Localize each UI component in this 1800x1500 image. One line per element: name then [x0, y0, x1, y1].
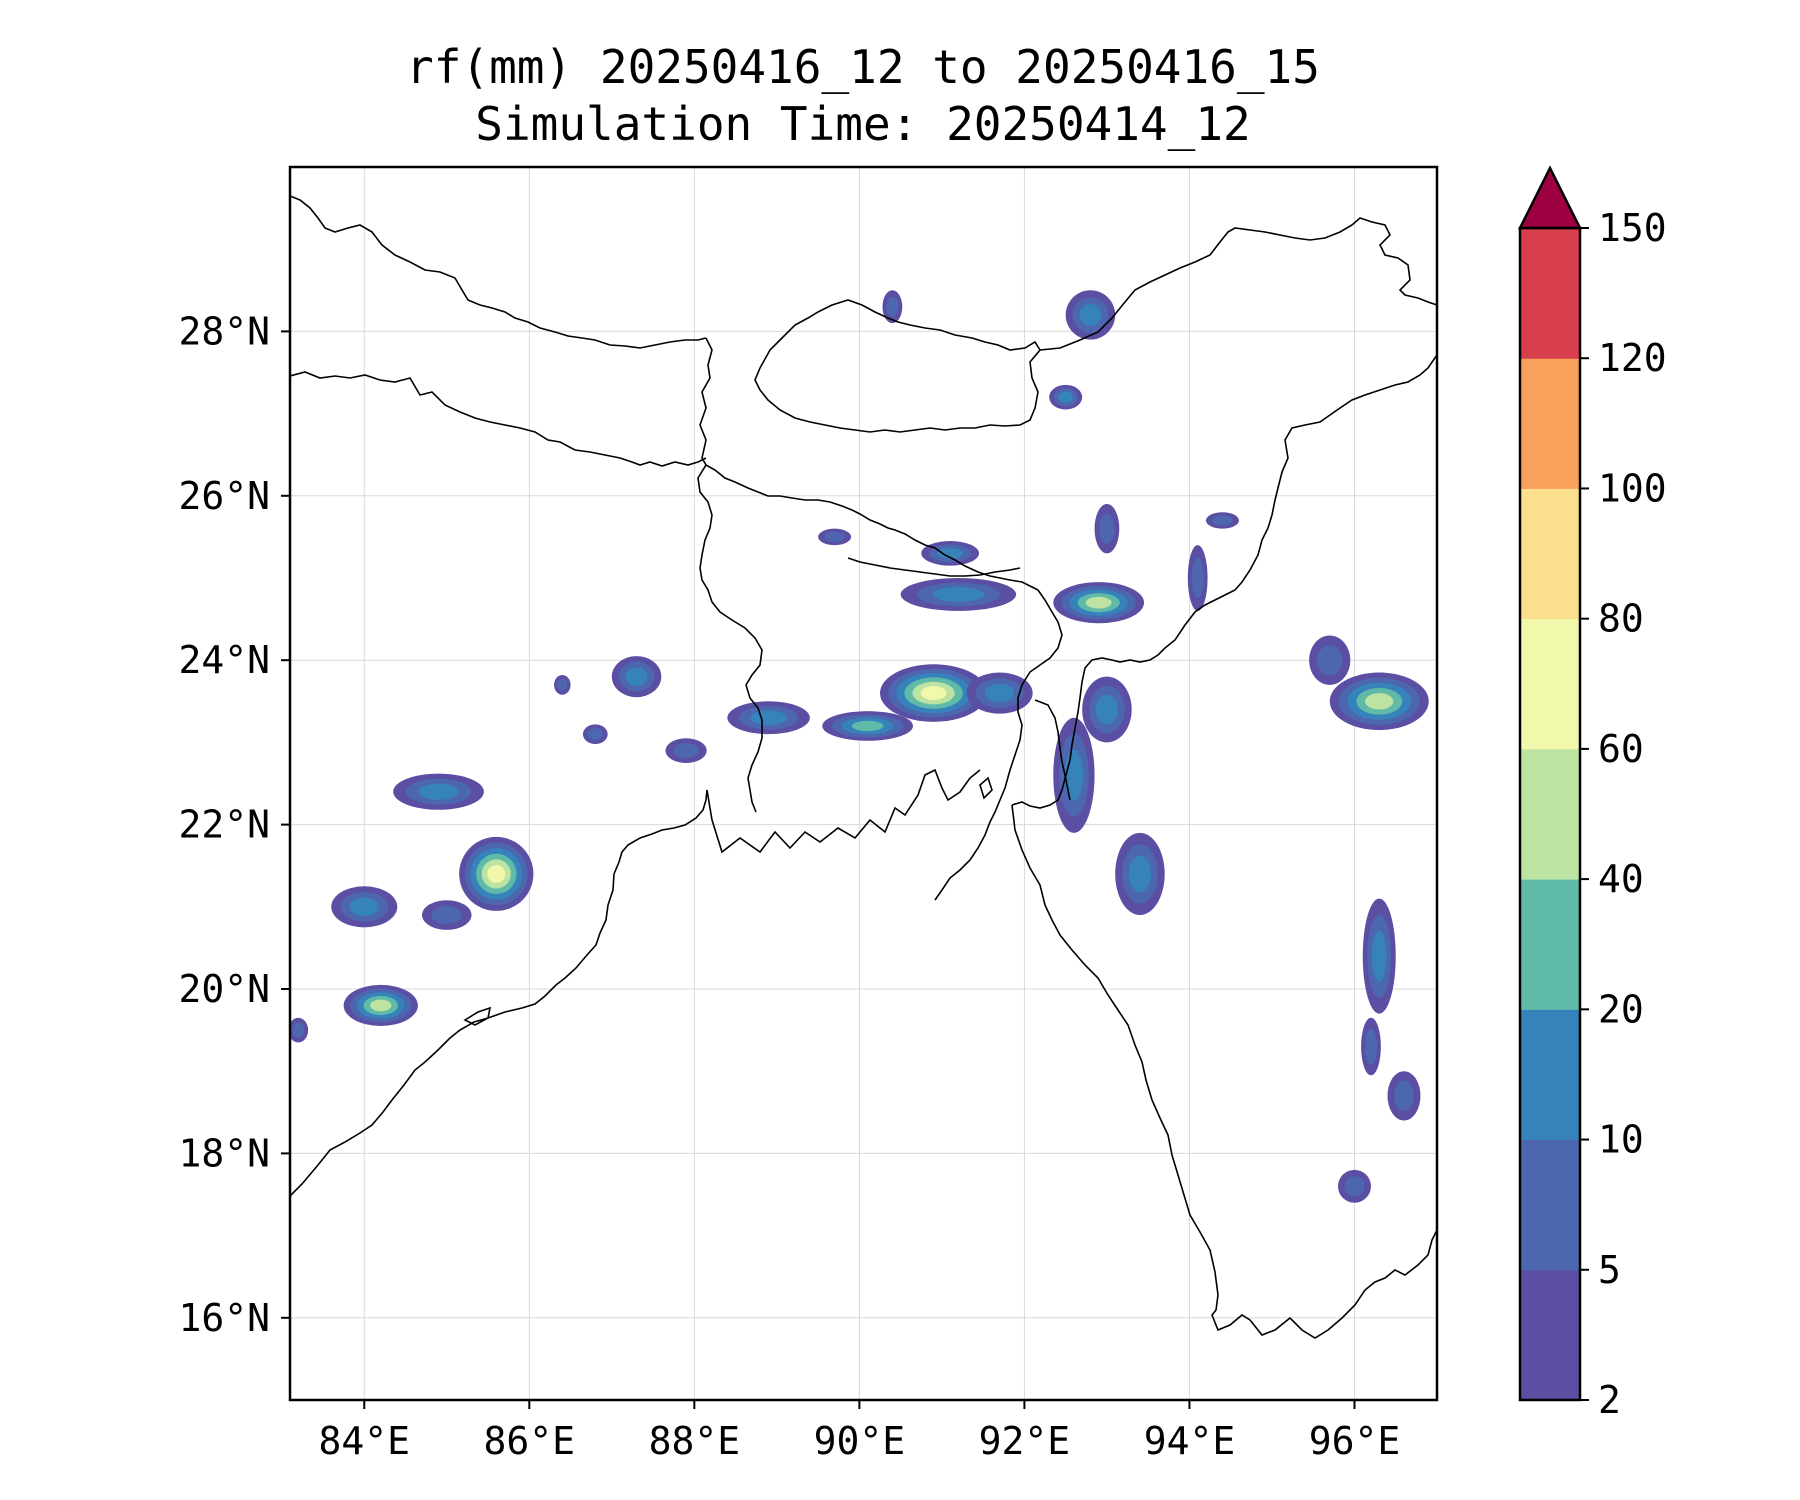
map-background [290, 167, 1437, 1400]
colorbar-tick-label: 20 [1598, 987, 1644, 1031]
colorbar: 2 5 10 20 40 60 80 100 120 150 [1517, 165, 1667, 1422]
bangladesh-east-border [934, 589, 1063, 901]
rain-contour [937, 547, 963, 559]
rainfall-contours [290, 290, 1429, 1203]
rain-contour [1371, 930, 1387, 982]
figure-title: rf(mm) 20250416_12 to 20250416_15 [406, 40, 1320, 94]
figure-subtitle: Simulation Time: 20250414_12 [475, 97, 1250, 151]
rain-contour [932, 587, 985, 602]
lat-tick-label: 28°N [178, 309, 270, 353]
meghalaya-assam-border [847, 557, 1021, 577]
lat-tick-label: 26°N [178, 474, 270, 518]
gridlines [290, 167, 1437, 1400]
india-east-coastline [290, 789, 708, 1197]
rain-contour [625, 667, 648, 686]
lat-tick-label: 20°N [178, 967, 270, 1011]
colorbar-segment [1520, 358, 1580, 489]
colorbar-segment [1520, 1139, 1580, 1271]
nepal-india-border [290, 371, 707, 467]
lon-tick-label: 88°E [649, 1419, 741, 1463]
rain-contour [1364, 1028, 1378, 1065]
lon-tick-label: 84°E [319, 1419, 411, 1463]
rain-contour [1393, 1080, 1415, 1112]
lat-tick-label: 16°N [178, 1296, 270, 1340]
rain-contour [487, 864, 506, 883]
bhutan-border [754, 299, 1041, 433]
colorbar-tick-label: 60 [1598, 727, 1644, 771]
colorbar-tick-label: 150 [1598, 206, 1667, 250]
rain-contour [750, 710, 787, 726]
lon-tick-label: 90°E [814, 1419, 906, 1463]
rain-contour [557, 678, 568, 691]
bangladesh-coastline [706, 768, 981, 854]
colorbar-extend-arrow [1517, 165, 1583, 230]
colorbar-segment [1520, 879, 1580, 1010]
rain-contour [1344, 1176, 1365, 1197]
lat-tick-label: 18°N [178, 1131, 270, 1175]
rain-contour [673, 743, 699, 759]
sikkim-border [699, 337, 713, 466]
colorbar-segment [1520, 488, 1580, 620]
colorbar-segment [1520, 748, 1580, 880]
rain-contour [1085, 596, 1112, 609]
rain-contour [1365, 693, 1394, 710]
rain-contour [1058, 391, 1074, 403]
rain-contour [292, 1022, 305, 1038]
bangladesh-northwest-border [697, 464, 763, 813]
lat-tick-label: 24°N [178, 638, 270, 682]
lon-tick-label: 94°E [1144, 1419, 1236, 1463]
colorbar-segment [1520, 1269, 1580, 1401]
rain-contour [1191, 557, 1204, 599]
latitude-tick-labels: 16°N 18°N 20°N 22°N 24°N 26°N 28°N [178, 309, 290, 1340]
rain-contour [1064, 749, 1084, 801]
longitude-tick-labels: 84°E 86°E 88°E 90°E 92°E 94°E 96°E [319, 1400, 1401, 1463]
rain-contour [431, 905, 463, 925]
tripura-border [1034, 699, 1071, 801]
colorbar-tick-label: 40 [1598, 857, 1644, 901]
colorbar-tick-label: 2 [1598, 1378, 1621, 1422]
colorbar-segment [1520, 618, 1580, 750]
lon-tick-label: 96°E [1309, 1419, 1401, 1463]
rain-contour [851, 720, 884, 732]
lon-tick-label: 92°E [979, 1419, 1071, 1463]
rain-contour [1212, 515, 1233, 526]
colorbar-tick-label: 100 [1598, 466, 1667, 510]
rain-contour [587, 728, 603, 741]
map-frame [288, 165, 1439, 1402]
rain-contour [418, 783, 459, 800]
lon-tick-label: 86°E [484, 1419, 576, 1463]
rain-contour [984, 683, 1015, 703]
colorbar-tick-label: 5 [1598, 1248, 1621, 1292]
colorbar-tick-label: 120 [1598, 336, 1667, 380]
colorbar-segment [1520, 1009, 1580, 1141]
rain-contour [886, 296, 899, 317]
inland-lake-1 [463, 1006, 492, 1026]
rain-contour [1079, 304, 1102, 326]
inland-lake-2 [979, 776, 993, 800]
lat-tick-label: 22°N [178, 803, 270, 847]
nepal-china-border [290, 195, 707, 349]
colorbar-tick-label: 80 [1598, 597, 1644, 641]
rain-contour [1099, 513, 1115, 544]
rain-contour [920, 686, 947, 701]
colorbar-segment [1520, 228, 1580, 359]
rain-contour [370, 999, 392, 1012]
country-borders [290, 195, 1437, 1339]
colorbar-tick-label: 10 [1598, 1118, 1644, 1162]
rain-contour [1317, 645, 1343, 676]
rain-contour [1128, 855, 1151, 893]
india-myanmar-border [1011, 354, 1437, 809]
bangladesh-west-border [705, 464, 1039, 591]
myanmar-coastline [1011, 804, 1437, 1339]
colorbar-frame [1518, 226, 1582, 1402]
rain-contour [1095, 694, 1118, 725]
rain-contour [349, 897, 379, 916]
arunachal-china-border [1039, 217, 1437, 351]
rain-contour [824, 531, 845, 542]
